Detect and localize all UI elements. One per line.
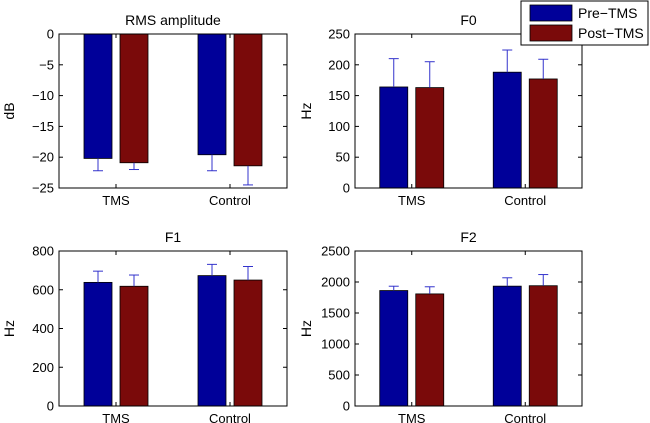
y-tick-label: 200 <box>32 360 54 375</box>
plot-frame <box>58 33 288 189</box>
y-tick-label: −20 <box>32 150 54 165</box>
y-tick-label: 2000 <box>321 275 350 290</box>
bar-control-series-2 <box>233 33 263 167</box>
chart-title: F0 <box>460 12 477 28</box>
bar-tms-series-2 <box>119 285 149 407</box>
y-tick-label: 50 <box>336 150 350 165</box>
x-tick-label: Control <box>209 193 251 208</box>
bar-tms-series-2 <box>415 87 445 189</box>
x-tick-label: Control <box>209 411 251 423</box>
y-tick-label: −10 <box>32 88 54 103</box>
chart-panel-3: 0 200 400 600 800 TMS Control F1 Hz <box>1 229 288 423</box>
x-tick-label: TMS <box>102 411 130 423</box>
bar-tms-series-1 <box>83 281 113 407</box>
bar-control-series-1 <box>492 71 522 189</box>
y-tick-label: 0 <box>47 27 54 42</box>
y-tick-label: 600 <box>32 282 54 297</box>
y-tick-label: −25 <box>32 181 54 196</box>
y-tick-label: −15 <box>32 119 54 134</box>
legend-swatch-pre <box>529 4 573 22</box>
y-axis-label: Hz <box>298 102 314 119</box>
y-tick-label: 0 <box>343 181 350 196</box>
y-tick-label: 400 <box>32 321 54 336</box>
bar-control-series-2 <box>233 279 263 407</box>
x-tick-label: TMS <box>102 193 130 208</box>
chart-panel-4: 0 500 1000 1500 2000 2500 TMS Control F2 Hz <box>298 229 583 423</box>
chart-title: F1 <box>165 229 182 245</box>
x-tick-label: TMS <box>398 193 426 208</box>
y-tick-label: 1000 <box>321 337 350 352</box>
bar-control-series-1 <box>197 275 227 407</box>
legend-swatch-post <box>529 24 573 42</box>
bar-control-series-1 <box>197 33 227 156</box>
chart-panels: 0 −5 −10 −15 −20 −25 TMS Control RMS amplitude dB… <box>1 12 583 423</box>
y-tick-label: 150 <box>328 88 350 103</box>
x-tick-label: Control <box>504 193 546 208</box>
chart-title: F2 <box>460 229 477 245</box>
bar-tms-series-1 <box>379 290 409 407</box>
x-tick-label: Control <box>504 411 546 423</box>
y-tick-label: 1500 <box>321 306 350 321</box>
legend-label-pre: Pre−TMS <box>578 5 638 21</box>
bar-tms-series-2 <box>415 293 445 407</box>
chart-panel-2: 0 50 100 150 200 250 TMS Control F0 Hz <box>298 12 583 208</box>
chart-panel-1: 0 −5 −10 −15 −20 −25 TMS Control RMS amplitude dB <box>1 12 288 208</box>
y-tick-label: 250 <box>328 27 350 42</box>
y-tick-label: 800 <box>32 244 54 259</box>
y-tick-label: 200 <box>328 57 350 72</box>
bar-control-series-2 <box>528 285 558 407</box>
y-axis-label: dB <box>1 102 17 119</box>
y-tick-label: 0 <box>47 399 54 414</box>
chart-title: RMS amplitude <box>125 12 221 28</box>
bar-control-series-1 <box>492 285 522 407</box>
y-axis-label: Hz <box>298 320 314 337</box>
plot-frame <box>354 33 583 189</box>
bar-control-series-2 <box>528 78 558 189</box>
bar-tms-series-1 <box>83 33 113 159</box>
bar-tms-series-2 <box>119 33 149 164</box>
y-tick-label: 100 <box>328 119 350 134</box>
plot-frame <box>354 250 583 407</box>
x-tick-label: TMS <box>398 411 426 423</box>
y-tick-label: 0 <box>343 399 350 414</box>
legend: Pre−TMS Post−TMS <box>520 0 649 46</box>
y-tick-label: −5 <box>39 57 54 72</box>
y-tick-label: 500 <box>328 368 350 383</box>
y-axis-label: Hz <box>1 320 17 337</box>
bar-tms-series-1 <box>379 86 409 189</box>
y-tick-label: 2500 <box>321 244 350 259</box>
legend-label-post: Post−TMS <box>578 25 644 41</box>
